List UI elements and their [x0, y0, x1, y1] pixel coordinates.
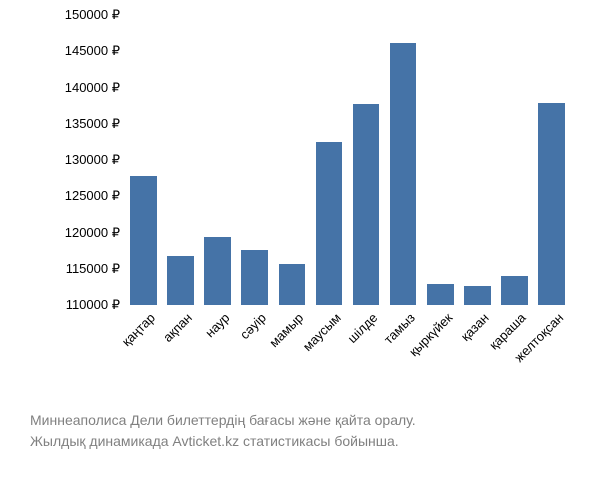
x-axis-label: сәуір: [237, 310, 269, 342]
caption-line-2: Жылдық динамикада Avticket.kz статистика…: [30, 431, 595, 452]
y-tick-label: 125000 ₽: [30, 188, 120, 204]
x-axis-label: маусым: [300, 310, 344, 354]
x-axis-label: ақпан: [160, 310, 195, 345]
bar: [538, 103, 565, 305]
bar: [464, 286, 491, 305]
y-tick-label: 120000 ₽: [30, 225, 120, 241]
bar: [316, 142, 343, 305]
y-tick-label: 115000 ₽: [30, 261, 120, 277]
y-axis: 110000 ₽115000 ₽120000 ₽125000 ₽130000 ₽…: [30, 15, 120, 305]
caption-line-1: Миннеаполиса Дели билеттердің бағасы жән…: [30, 410, 595, 431]
bar: [130, 176, 157, 305]
bar: [427, 284, 454, 305]
y-tick-label: 150000 ₽: [30, 7, 120, 23]
x-axis-label: шілде: [345, 310, 381, 346]
plot-area: [125, 15, 570, 305]
y-tick-label: 135000 ₽: [30, 116, 120, 132]
bar: [353, 104, 380, 305]
bar: [279, 264, 306, 305]
x-axis-label: қазан: [458, 310, 492, 344]
y-tick-label: 130000 ₽: [30, 152, 120, 168]
x-axis-label: қаңтар: [119, 310, 158, 349]
caption: Миннеаполиса Дели билеттердің бағасы жән…: [30, 410, 595, 452]
y-tick-label: 110000 ₽: [30, 297, 120, 313]
chart-container: 110000 ₽ 115000 ₽ 120000 ₽ 125000 ₽ 130000 ₽…: [30, 15, 570, 395]
y-tick-label: 145000 ₽: [30, 43, 120, 59]
bar: [501, 276, 528, 305]
x-axis-label: наур: [202, 310, 232, 340]
x-axis: қаңтарақпаннаурсәуірмамырмаусымшілдетамы…: [125, 310, 570, 395]
bar: [390, 43, 417, 305]
bar: [204, 237, 231, 305]
bar: [167, 256, 194, 305]
y-tick-label: 140000 ₽: [30, 80, 120, 96]
bar: [241, 250, 268, 305]
